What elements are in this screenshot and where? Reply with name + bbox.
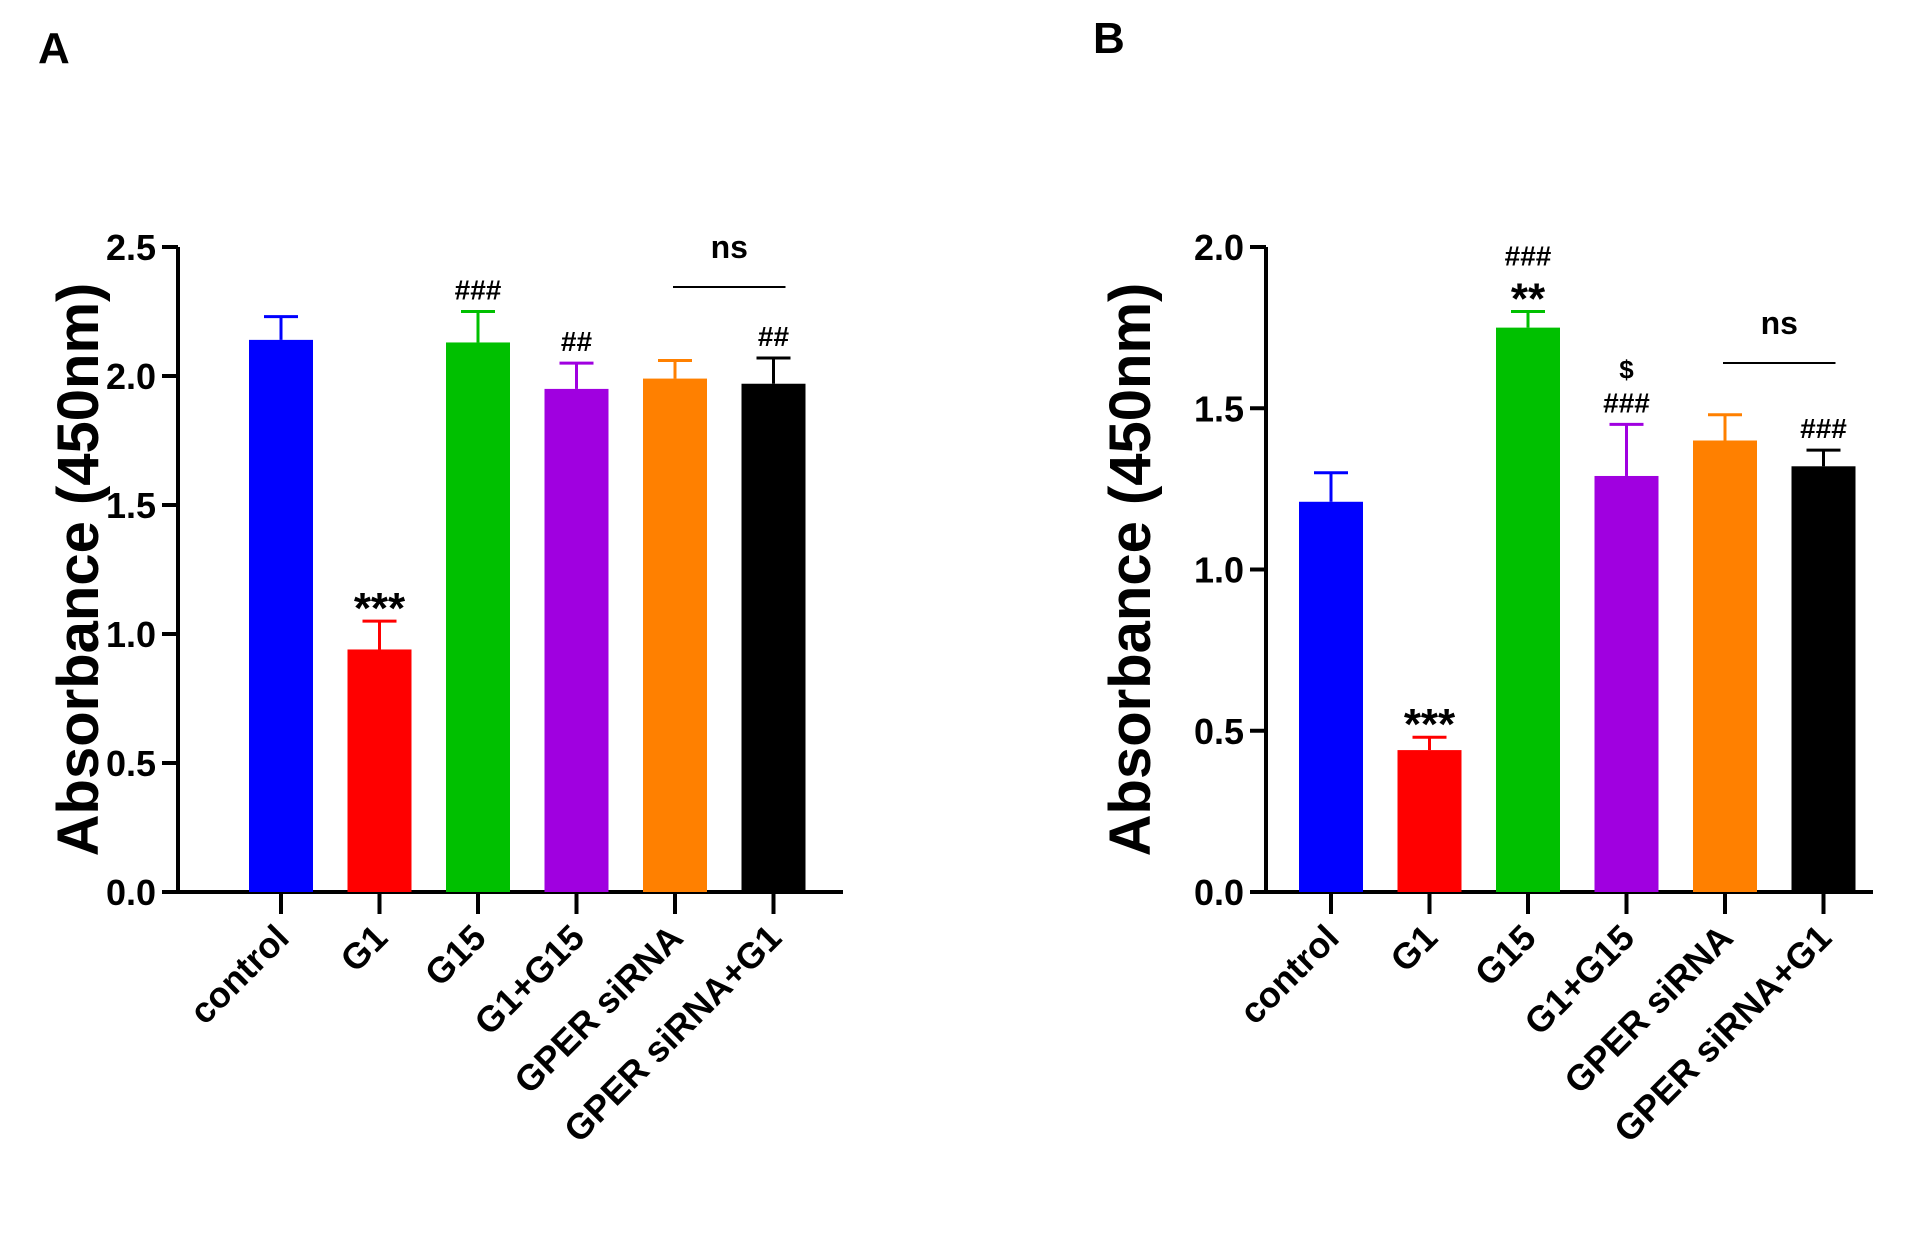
panel-b-letter: B xyxy=(1093,14,1125,63)
chart-b-bar xyxy=(1594,475,1659,892)
chart-a-significance-label: ## xyxy=(561,326,593,357)
chart-b-bar xyxy=(1693,440,1757,892)
chart-b-significance-label: ### xyxy=(1505,241,1552,272)
chart-a-significance-label: *** xyxy=(354,584,406,633)
chart-b-y-tick-label: 0.0 xyxy=(1194,872,1244,913)
chart-b-significance-label: ### xyxy=(1603,387,1650,418)
chart-b-significance-label: $ xyxy=(1619,354,1634,384)
chart-b-y-tick-label: 1.5 xyxy=(1194,388,1244,429)
chart-a-y-tick-label: 2.0 xyxy=(106,356,156,397)
chart-b-significance-label: *** xyxy=(1404,700,1456,749)
chart-b-significance-label: ### xyxy=(1800,413,1847,444)
chart-b-y-axis-title: Absorbance (450nm) xyxy=(1098,283,1163,857)
chart-b-category-label: G15 xyxy=(1467,917,1544,994)
chart-a-bar xyxy=(347,649,412,892)
chart-a-category-label: G15 xyxy=(417,917,494,994)
chart-a-category-label: G1 xyxy=(332,917,395,980)
panel-a-letter: A xyxy=(38,24,70,73)
chart-a-bar xyxy=(741,383,806,892)
chart-a-y-tick-label: 0.5 xyxy=(106,743,156,784)
chart-a-y-tick-label: 1.0 xyxy=(106,614,156,655)
chart-a-bar xyxy=(249,339,313,892)
chart-b-significance-label: ** xyxy=(1511,275,1546,324)
chart-b-category-label: GPER siRNA xyxy=(1556,917,1741,1102)
chart-a-category-label: GPER siRNA xyxy=(506,917,691,1102)
chart-a-bracket-label: ns xyxy=(711,229,748,265)
chart-b-bar xyxy=(1397,750,1462,892)
chart-b-category-label: G1 xyxy=(1382,917,1445,980)
chart-a-bar xyxy=(544,388,609,892)
chart-b-bar xyxy=(1299,501,1363,892)
chart-b-y-tick-label: 0.5 xyxy=(1194,711,1244,752)
chart-a-category-label: control xyxy=(181,917,296,1032)
chart-a-significance-label: ## xyxy=(758,321,790,352)
chart-a-y-tick-label: 0.0 xyxy=(106,872,156,913)
chart-b-bracket-label: ns xyxy=(1761,305,1798,341)
chart-a-y-tick-label: 2.5 xyxy=(106,227,156,268)
chart-a-y-tick-label: 1.5 xyxy=(106,485,156,526)
chart-a-significance-label: ### xyxy=(455,275,502,306)
chart-a-bar xyxy=(643,378,707,893)
chart-a-bar xyxy=(446,342,510,893)
chart-b-bar xyxy=(1791,466,1856,892)
chart-b-category-label: control xyxy=(1231,917,1346,1032)
chart-b-y-tick-label: 1.0 xyxy=(1194,550,1244,591)
chart-b-bar xyxy=(1496,327,1560,892)
chart-a-y-axis-title: Absorbance (450nm) xyxy=(46,283,111,857)
chart-b-y-tick-label: 2.0 xyxy=(1194,227,1244,268)
